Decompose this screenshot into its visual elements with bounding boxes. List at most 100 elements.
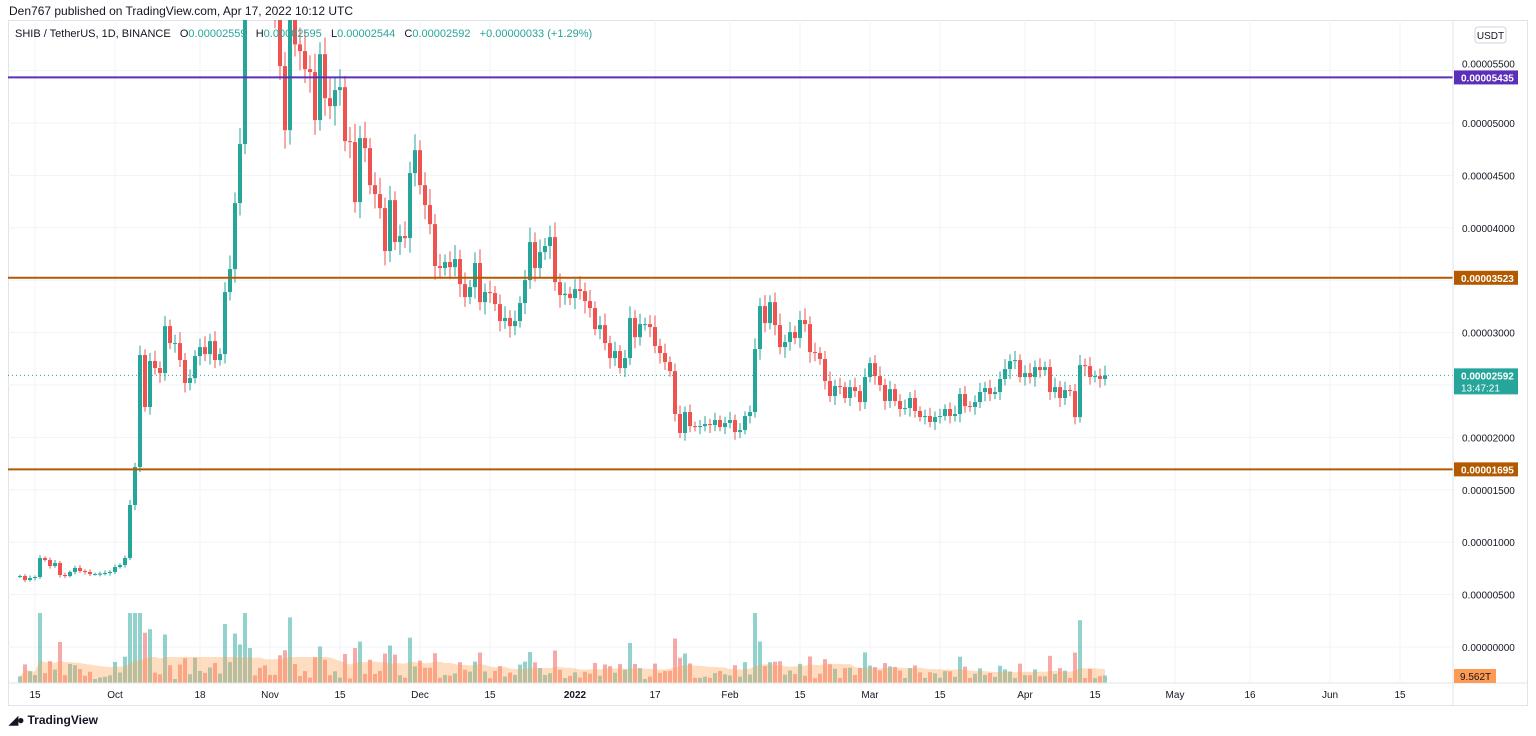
price-tick-label: 0.00004500 — [1462, 171, 1515, 182]
candle-up — [503, 318, 507, 322]
volume-bar — [278, 655, 282, 683]
candle-down — [853, 387, 857, 392]
volume-bar — [978, 668, 982, 683]
volume-bar — [793, 674, 797, 683]
candle-down — [363, 138, 367, 149]
currency-button[interactable]: USDT — [1474, 26, 1507, 44]
candle-down — [928, 416, 932, 422]
volume-bar — [78, 669, 82, 683]
candle-down — [558, 282, 562, 296]
candle-down — [343, 87, 347, 142]
volume-bar — [913, 665, 917, 683]
candle-down — [688, 412, 692, 427]
volume-bar — [263, 665, 267, 683]
tradingview-brand[interactable]: ◢● TradingView — [9, 713, 98, 727]
candle-down — [808, 324, 812, 353]
volume-bar — [758, 641, 762, 683]
volume-bar — [998, 665, 1002, 683]
volume-bar — [123, 656, 127, 683]
volume-bar — [668, 670, 672, 683]
candle-down — [608, 343, 612, 359]
brand-name: TradingView — [27, 713, 98, 727]
volume-bar — [723, 674, 727, 683]
high-value: 0.00002595 — [263, 28, 322, 40]
candle-up — [743, 416, 747, 431]
candle-up — [868, 363, 872, 378]
volume-bar — [408, 637, 412, 683]
volume-bar — [833, 668, 837, 683]
volume-bar — [268, 674, 272, 683]
volume-bar — [23, 664, 27, 683]
countdown-label: 13:47:21 — [1461, 383, 1500, 394]
volume-bar — [603, 664, 607, 683]
candle-up — [788, 332, 792, 343]
candle-up — [73, 567, 77, 572]
volume-bar — [688, 663, 692, 683]
volume-bar — [188, 674, 192, 683]
candle-up — [933, 417, 937, 422]
candle-up — [848, 387, 852, 398]
time-tick-label: 15 — [334, 690, 346, 701]
candle-down — [918, 410, 922, 418]
candle-down — [733, 420, 737, 433]
volume-bar — [203, 672, 207, 683]
price-labels: 0.00005435 0.00003523 0.00001695 0.00002592… — [1454, 70, 1518, 683]
time-tick-label: 15 — [29, 690, 41, 701]
time-tick-label: Jun — [1322, 690, 1338, 701]
candle-down — [293, 20, 297, 45]
candle-down — [493, 293, 497, 305]
volume-bar — [443, 674, 447, 683]
volume-bar — [58, 641, 62, 683]
candle-down — [1068, 390, 1072, 392]
candle-down — [823, 359, 827, 382]
candle-down — [463, 284, 467, 298]
volume-bar — [1033, 669, 1037, 683]
candle-up — [923, 416, 927, 418]
volume-bar — [783, 674, 787, 683]
price-tick-label: 0.00005500 — [1462, 59, 1515, 70]
volume-bar — [1018, 663, 1022, 683]
volume-bar — [328, 675, 332, 683]
candle-down — [553, 237, 557, 283]
volume-bar — [703, 676, 707, 683]
volume-bar — [798, 663, 802, 683]
candle-up — [903, 408, 907, 410]
volume-bar — [548, 673, 552, 683]
volume-bar — [63, 675, 67, 683]
candle-down — [88, 571, 92, 575]
candle-up — [483, 292, 487, 303]
volume-bar — [478, 652, 482, 683]
candle-up — [983, 388, 987, 393]
volume-bar — [83, 675, 87, 683]
volume-bar — [468, 671, 472, 683]
candle-down — [83, 571, 87, 573]
candle-down — [298, 44, 302, 52]
volume-bar — [553, 650, 557, 683]
candle-down — [913, 397, 917, 411]
candle-down — [1028, 373, 1032, 378]
volume-bar — [733, 665, 737, 683]
time-tick-label: Nov — [261, 690, 279, 701]
volume-bar — [223, 623, 227, 683]
volume-bar — [238, 644, 242, 683]
candle-up — [518, 303, 522, 322]
candle-down — [988, 388, 992, 395]
volume-bar — [208, 667, 212, 683]
symbol-name[interactable]: SHIB / TetherUS, 1D, BINANCE — [15, 28, 171, 40]
volume-bar — [1063, 670, 1067, 683]
volume-bar — [498, 666, 502, 683]
time-tick-label: 15 — [1089, 690, 1101, 701]
volume-bar — [938, 677, 942, 683]
volume-bar — [348, 678, 352, 683]
candle-down — [578, 289, 582, 292]
candle-up — [548, 237, 552, 247]
candle-down — [1088, 366, 1092, 378]
volume-bar — [358, 641, 362, 683]
volume-bar — [958, 656, 962, 683]
candle-up — [318, 54, 322, 121]
time-tick-label: 15 — [934, 690, 946, 701]
candle-up — [998, 379, 1002, 393]
volume-bar — [173, 679, 177, 683]
candle-up — [113, 567, 117, 572]
